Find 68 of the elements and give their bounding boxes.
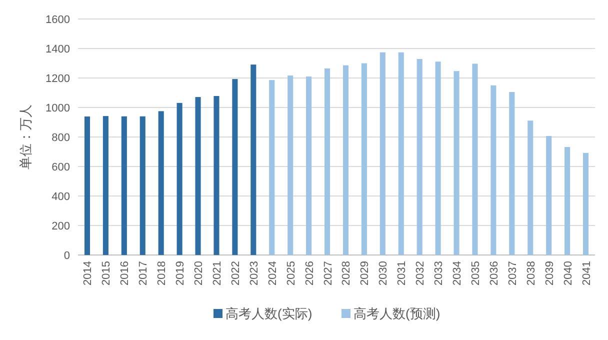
y-tick-label: 1400 (46, 44, 70, 56)
x-tick-label: 2033 (433, 261, 446, 286)
x-tick-label: 2031 (396, 261, 408, 286)
x-tick-label: 2025 (285, 261, 298, 286)
bar (84, 116, 90, 255)
bar (361, 63, 367, 255)
bar (564, 147, 570, 255)
bar (306, 76, 312, 255)
x-tick-label: 2024 (266, 261, 279, 286)
bar (435, 62, 441, 255)
x-tick-label: 2037 (506, 261, 519, 286)
x-tick-label: 2016 (119, 261, 132, 286)
legend-label: 高考人数(预测) (354, 306, 440, 321)
bar (232, 79, 238, 255)
bar (250, 64, 256, 255)
x-tick-label: 2036 (488, 261, 500, 286)
bar (140, 116, 146, 255)
bar (380, 52, 386, 255)
bar (546, 136, 552, 255)
x-tick-label: 2027 (322, 261, 334, 286)
bar (398, 52, 404, 255)
x-tick-label: 2041 (580, 261, 593, 286)
x-tick-label: 2030 (378, 261, 390, 286)
bar (342, 65, 348, 255)
x-tick-label: 2014 (82, 261, 94, 286)
bar (509, 92, 515, 255)
bar (214, 96, 220, 255)
bar (490, 85, 496, 255)
bar (102, 116, 108, 255)
x-tick-label: 2029 (359, 261, 372, 286)
bar (121, 116, 127, 255)
y-tick-label: 800 (52, 132, 70, 144)
bar (195, 97, 201, 255)
bar (528, 120, 534, 255)
y-axis-title: 单位：万人 (18, 104, 33, 170)
y-tick-label: 200 (52, 220, 70, 232)
x-tick-label: 2026 (304, 261, 316, 286)
x-tick-label: 2021 (211, 261, 224, 286)
x-tick-label: 2034 (452, 261, 464, 286)
x-tick-label: 2028 (340, 261, 353, 286)
bar (176, 102, 182, 255)
legend-label: 高考人数(实际) (226, 306, 312, 321)
bar (269, 80, 275, 255)
y-tick-label: 1200 (46, 73, 70, 85)
x-tick-label: 2015 (100, 261, 113, 286)
x-tick-label: 2020 (193, 261, 206, 286)
bar (454, 71, 460, 255)
x-tick-label: 2019 (174, 261, 187, 286)
x-tick-label: 2040 (562, 261, 574, 286)
x-tick-label: 2017 (138, 261, 150, 286)
x-tick-label: 2039 (544, 261, 556, 286)
y-tick-label: 1600 (46, 14, 70, 26)
bar (324, 68, 330, 255)
x-tick-label: 2035 (470, 261, 482, 286)
x-tick-label: 2018 (156, 261, 168, 286)
bar (288, 75, 294, 255)
bar (158, 111, 164, 255)
x-tick-label: 2032 (414, 261, 427, 286)
x-tick-label: 2022 (230, 261, 242, 286)
y-tick-label: 0 (64, 250, 70, 262)
y-tick-label: 1000 (46, 102, 70, 114)
y-tick-label: 400 (52, 191, 70, 203)
x-tick-label: 2038 (525, 261, 538, 286)
x-tick-label: 2023 (248, 261, 260, 286)
bar (416, 58, 422, 255)
y-tick-label: 600 (52, 162, 70, 174)
bar (583, 152, 589, 255)
bar (472, 64, 478, 255)
